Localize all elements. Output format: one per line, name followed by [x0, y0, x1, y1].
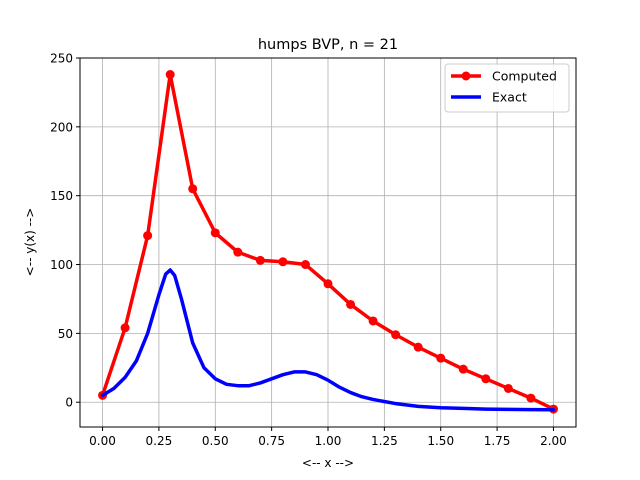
data-point-computed — [255, 255, 265, 265]
x-tick-label: 1.25 — [371, 434, 398, 448]
series-layer — [98, 70, 558, 414]
data-point-computed — [188, 184, 198, 194]
y-tick-label: 50 — [58, 327, 73, 341]
x-tick-label: 1.00 — [315, 434, 342, 448]
data-point-computed — [120, 323, 130, 333]
chart-title: humps BVP, n = 21 — [258, 37, 398, 53]
x-tick-label: 0.25 — [146, 434, 173, 448]
x-tick-label: 0.75 — [258, 434, 285, 448]
y-axis-ticks: 0 50 100 150 200 250 — [50, 52, 80, 410]
data-point-computed — [368, 316, 378, 326]
data-point-computed — [526, 393, 536, 403]
legend-computed-marker — [461, 71, 471, 81]
data-point-computed — [210, 228, 220, 238]
plot-frame — [79, 57, 577, 428]
y-tick-label: 100 — [50, 258, 73, 272]
series-computed — [98, 70, 558, 414]
y-axis-label: <-- y(x) --> — [23, 208, 37, 277]
data-point-computed — [458, 364, 468, 374]
data-point-computed — [391, 330, 401, 340]
series-exact — [100, 268, 556, 412]
x-axis-label: <-- x --> — [302, 456, 354, 470]
data-point-computed — [300, 260, 310, 270]
data-point-computed — [165, 70, 175, 80]
x-tick-label: 0.50 — [202, 434, 229, 448]
data-point-computed — [323, 279, 333, 289]
data-point-computed — [278, 257, 288, 267]
data-point-computed — [503, 383, 513, 393]
data-point-computed — [413, 342, 423, 352]
legend-exact-label: Exact — [492, 90, 527, 105]
data-point-computed — [143, 231, 153, 241]
data-point-computed — [481, 374, 491, 384]
legend: Computed Exact — [444, 63, 570, 113]
y-tick-label: 250 — [50, 52, 73, 66]
x-tick-label: 0.00 — [89, 434, 116, 448]
x-tick-label: 1.75 — [484, 434, 511, 448]
legend-computed-label: Computed — [492, 69, 557, 84]
x-tick-label: 2.00 — [540, 434, 567, 448]
series-line-exact — [100, 268, 556, 412]
y-tick-label: 0 — [65, 396, 73, 410]
data-point-computed — [346, 299, 356, 309]
y-tick-label: 200 — [50, 120, 73, 134]
y-tick-label: 150 — [50, 189, 73, 203]
data-point-computed — [233, 247, 243, 257]
x-tick-label: 1.50 — [427, 434, 454, 448]
data-point-computed — [436, 353, 446, 363]
x-axis-ticks: 0.00 0.25 0.50 0.75 1.00 1.25 1.50 1.75 2.00 — [89, 427, 567, 448]
